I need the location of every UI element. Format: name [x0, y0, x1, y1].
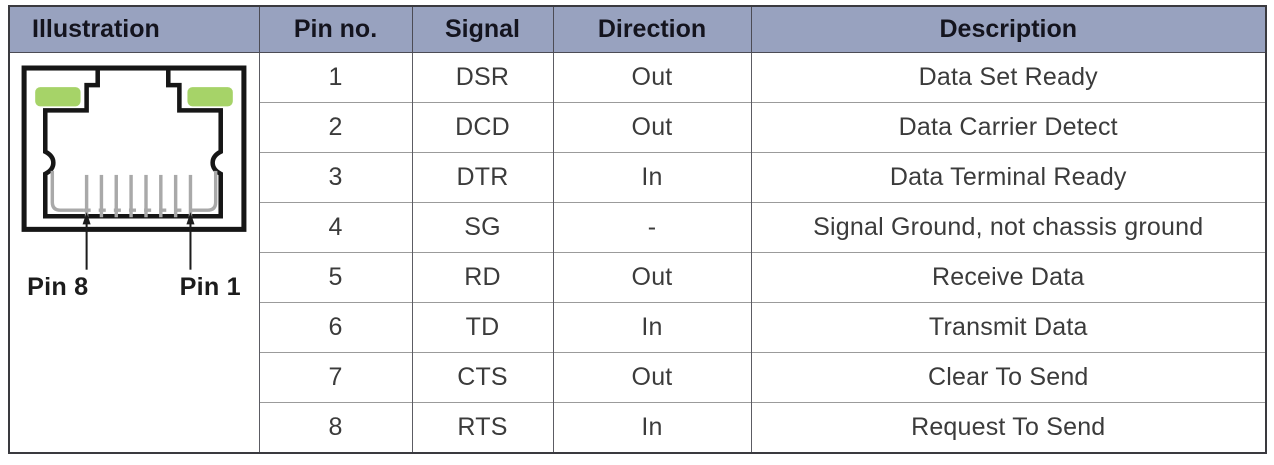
illustration-cell: Pin 8 Pin 1 [9, 52, 259, 453]
cell-signal: DSR [411, 52, 553, 103]
pinout-table: Illustration Pin no. Signal Direction De… [8, 5, 1267, 454]
column-header-description: Description [750, 6, 1266, 53]
cell-pin: 7 [258, 352, 412, 403]
cell-pin: 6 [258, 302, 412, 353]
header-row: Illustration Pin no. Signal Direction De… [9, 6, 1266, 53]
pin1-label: Pin 1 [180, 273, 241, 301]
cell-signal: RTS [411, 402, 553, 453]
cell-pin: 5 [258, 252, 412, 303]
column-header-pin-no: Pin no. [258, 6, 412, 53]
table-row: 6 TD In Transmit Data [9, 302, 1266, 353]
table-row: 7 CTS Out Clear To Send [9, 352, 1266, 403]
cell-signal: CTS [411, 352, 553, 403]
column-header-illustration: Illustration [9, 6, 259, 53]
cell-description: Data Carrier Detect [750, 102, 1266, 153]
cell-pin: 1 [258, 52, 412, 103]
column-header-signal: Signal [411, 6, 553, 53]
cell-signal: DTR [411, 152, 553, 203]
contact-shelf-right [193, 170, 218, 212]
cell-description: Data Terminal Ready [750, 152, 1266, 203]
pin-contacts [85, 174, 193, 218]
contact-shelf-left [50, 170, 84, 212]
cell-signal: RD [411, 252, 553, 303]
column-header-direction: Direction [552, 6, 751, 53]
cell-description: Transmit Data [750, 302, 1266, 353]
cell-description: Data Set Ready [750, 52, 1266, 103]
cell-signal: DCD [411, 102, 553, 153]
cell-direction: Out [552, 252, 751, 303]
cell-direction: - [552, 202, 751, 253]
table-row: 8 RTS In Request To Send [9, 402, 1266, 453]
pin8-arrow [82, 212, 91, 270]
led-left [35, 87, 81, 107]
table-row: 3 DTR In Data Terminal Ready [9, 152, 1266, 203]
cell-signal: TD [411, 302, 553, 353]
cell-pin: 3 [258, 152, 412, 203]
table-row: 2 DCD Out Data Carrier Detect [9, 102, 1266, 153]
table-row: 4 SG - Signal Ground, not chassis ground [9, 202, 1266, 253]
cell-pin: 8 [258, 402, 412, 453]
rj45-jack-illustration: Pin 8 Pin 1 [21, 65, 247, 301]
jack-cavity-outline [43, 70, 224, 219]
table-row: Pin 8 Pin 1 1 DSR Out Data Set Ready [9, 52, 1266, 453]
cell-signal: SG [411, 202, 553, 253]
cell-direction: In [552, 302, 751, 353]
table-row: 5 RD Out Receive Data [9, 252, 1266, 303]
pin1-arrow [186, 212, 195, 270]
cell-direction: In [552, 402, 751, 453]
cell-description: Request To Send [750, 402, 1266, 453]
cell-direction: Out [552, 352, 751, 403]
cell-description: Clear To Send [750, 352, 1266, 403]
cell-direction: Out [552, 102, 751, 153]
cell-direction: In [552, 152, 751, 203]
cell-description: Signal Ground, not chassis ground [750, 202, 1266, 253]
cell-direction: Out [552, 52, 751, 103]
pin8-label: Pin 8 [27, 273, 88, 301]
cell-pin: 4 [258, 202, 412, 253]
cell-pin: 2 [258, 102, 412, 153]
cell-description: Receive Data [750, 252, 1266, 303]
led-right [187, 87, 234, 107]
